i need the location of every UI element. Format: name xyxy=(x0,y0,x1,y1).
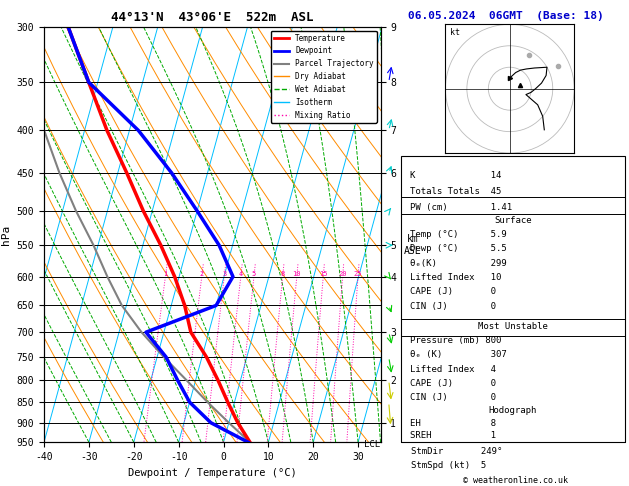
Text: StmSpd (kt)  5: StmSpd (kt) 5 xyxy=(411,461,486,470)
Text: LCL: LCL xyxy=(364,440,381,450)
Text: Pressure (mb) 800: Pressure (mb) 800 xyxy=(410,336,501,345)
Y-axis label: hPa: hPa xyxy=(1,225,11,244)
Text: SREH           1: SREH 1 xyxy=(410,431,496,440)
Text: θₑ(K)          299: θₑ(K) 299 xyxy=(410,259,507,268)
Legend: Temperature, Dewpoint, Parcel Trajectory, Dry Adiabat, Wet Adiabat, Isotherm, Mi: Temperature, Dewpoint, Parcel Trajectory… xyxy=(270,31,377,122)
Text: StmDir       249°: StmDir 249° xyxy=(411,447,502,455)
Text: 15: 15 xyxy=(319,271,328,277)
Text: CIN (J)        0: CIN (J) 0 xyxy=(410,301,496,311)
Text: 20: 20 xyxy=(338,271,347,277)
Text: 1: 1 xyxy=(164,271,167,277)
Text: CAPE (J)       0: CAPE (J) 0 xyxy=(410,287,496,296)
Text: © weatheronline.co.uk: © weatheronline.co.uk xyxy=(464,476,568,485)
Text: EH             8: EH 8 xyxy=(410,419,496,428)
Title: 44°13'N  43°06'E  522m  ASL: 44°13'N 43°06'E 522m ASL xyxy=(111,11,313,24)
Text: Most Unstable: Most Unstable xyxy=(478,322,548,330)
X-axis label: Dewpoint / Temperature (°C): Dewpoint / Temperature (°C) xyxy=(128,468,297,478)
Text: CIN (J)        0: CIN (J) 0 xyxy=(410,393,496,402)
Text: Surface: Surface xyxy=(494,215,532,225)
Text: 5: 5 xyxy=(252,271,256,277)
Text: θₑ (K)         307: θₑ (K) 307 xyxy=(410,350,507,359)
Text: Dewp (°C)      5.5: Dewp (°C) 5.5 xyxy=(410,244,507,253)
Text: Totals Totals  45: Totals Totals 45 xyxy=(410,187,501,196)
Text: 4: 4 xyxy=(238,271,243,277)
Text: 10: 10 xyxy=(292,271,301,277)
Text: CAPE (J)       0: CAPE (J) 0 xyxy=(410,379,496,388)
Text: 8: 8 xyxy=(281,271,285,277)
Text: 2: 2 xyxy=(199,271,204,277)
Text: PW (cm)        1.41: PW (cm) 1.41 xyxy=(410,203,513,211)
Y-axis label: km
ASL: km ASL xyxy=(404,235,421,256)
Text: Lifted Index   10: Lifted Index 10 xyxy=(410,273,501,282)
Text: 25: 25 xyxy=(353,271,362,277)
Text: kt: kt xyxy=(450,28,460,37)
Text: 06.05.2024  06GMT  (Base: 18): 06.05.2024 06GMT (Base: 18) xyxy=(408,11,603,21)
Text: K              14: K 14 xyxy=(410,171,501,180)
Text: Lifted Index   4: Lifted Index 4 xyxy=(410,364,496,374)
Text: 3: 3 xyxy=(222,271,226,277)
Text: Temp (°C)      5.9: Temp (°C) 5.9 xyxy=(410,230,507,239)
Text: Hodograph: Hodograph xyxy=(489,406,537,415)
